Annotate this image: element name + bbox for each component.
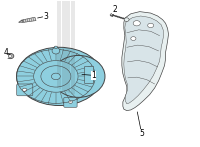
FancyBboxPatch shape — [85, 66, 94, 83]
Ellipse shape — [52, 48, 60, 54]
Ellipse shape — [124, 18, 129, 21]
Ellipse shape — [131, 37, 136, 40]
Text: 3: 3 — [43, 12, 48, 21]
Polygon shape — [21, 17, 36, 22]
Polygon shape — [122, 12, 169, 111]
Text: 4: 4 — [3, 48, 8, 57]
Ellipse shape — [34, 61, 78, 92]
Ellipse shape — [148, 23, 154, 28]
FancyBboxPatch shape — [64, 97, 77, 107]
Ellipse shape — [69, 101, 72, 103]
Ellipse shape — [22, 88, 27, 91]
Ellipse shape — [110, 14, 114, 16]
Text: 5: 5 — [139, 129, 144, 138]
Text: 2: 2 — [112, 5, 117, 14]
Polygon shape — [124, 16, 164, 104]
FancyBboxPatch shape — [17, 84, 33, 96]
Ellipse shape — [52, 55, 105, 97]
Ellipse shape — [133, 21, 140, 26]
Ellipse shape — [8, 55, 12, 57]
Ellipse shape — [20, 21, 23, 22]
Ellipse shape — [7, 53, 14, 59]
Ellipse shape — [54, 46, 58, 49]
Ellipse shape — [17, 47, 102, 106]
Ellipse shape — [51, 73, 60, 80]
Text: 1: 1 — [91, 71, 96, 80]
